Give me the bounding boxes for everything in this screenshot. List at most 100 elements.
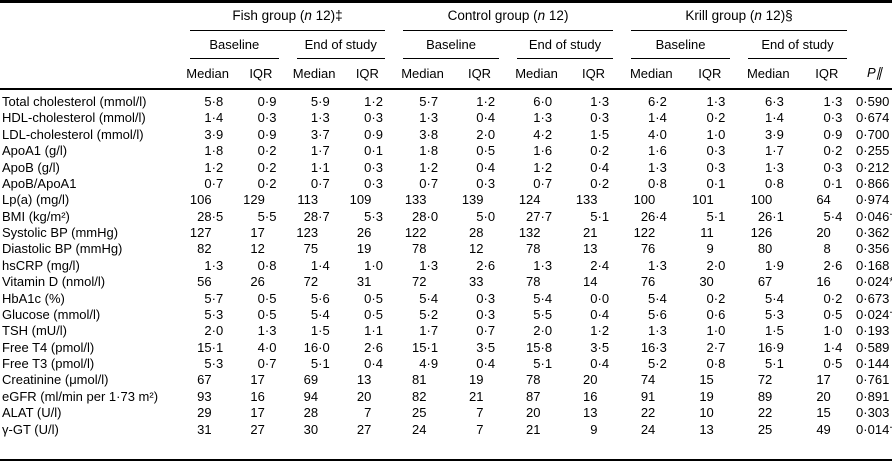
row-label: hsCRP (mg/l): [2, 257, 80, 273]
value-cell: 106: [189, 192, 212, 208]
value-cell: 1·6: [648, 143, 667, 159]
value-cell: 26·4: [640, 208, 667, 224]
value-cell: 94: [303, 388, 319, 404]
value-cell: 17: [250, 372, 265, 388]
stat-header-median: Median: [181, 59, 235, 90]
value-cell: 0·2: [590, 143, 610, 159]
value-cell: 1·5: [310, 323, 330, 339]
value-cell: 1·2: [476, 94, 496, 109]
p-value-cell: 0·144: [856, 356, 890, 371]
value-cell: 0·9: [823, 126, 843, 142]
value-cell: 1·0: [823, 323, 843, 339]
value-cell: 82: [412, 388, 427, 404]
value-cell: 74: [640, 372, 656, 388]
group-label: Control group (n 12): [403, 3, 614, 31]
value-cell: 0·4: [364, 356, 383, 371]
value-cell: 15·1: [412, 339, 439, 355]
value-cell: 76: [640, 274, 656, 290]
value-cell: 1·3: [310, 110, 330, 126]
value-cell: 129: [243, 192, 265, 208]
value-cell: 0·3: [706, 143, 726, 159]
row-label: Vitamin D (nmol/l): [2, 274, 106, 290]
value-cell: 0·4: [476, 356, 496, 371]
value-cell: 5·4: [823, 208, 843, 224]
value-cell: 1·4: [648, 110, 667, 126]
value-cell: 22: [640, 405, 656, 421]
value-cell: 2·7: [706, 339, 726, 355]
value-cell: 1·3: [533, 110, 553, 126]
p-value-cell: 0·866: [856, 175, 890, 191]
value-cell: 2·0: [706, 257, 726, 273]
p-value-cell: 0·014†: [856, 421, 892, 437]
p-value-cell: 0·589: [856, 339, 890, 355]
subgroup-label: Baseline: [403, 31, 500, 59]
value-cell: 69: [303, 372, 319, 388]
value-cell: 2·6: [476, 257, 496, 273]
p-value-cell: 0·590: [856, 94, 890, 109]
table-row: eGFR (ml/min per 1·73 m²) 93 16 94 20 82 21 87 1…: [0, 388, 892, 404]
value-cell: 72: [303, 274, 319, 290]
value-cell: 1·2: [590, 323, 610, 339]
value-cell: 15: [699, 372, 714, 388]
value-cell: 1·3: [648, 257, 667, 273]
p-value-cell: 0·673: [856, 290, 890, 306]
value-cell: 1·0: [364, 257, 383, 273]
value-cell: 0·8: [648, 175, 667, 191]
p-value-cell: 0·212: [856, 159, 890, 175]
value-cell: 78: [526, 274, 541, 290]
value-cell: 28·5: [197, 208, 224, 224]
p-value-cell: 0·303: [856, 405, 890, 421]
value-cell: 5·2: [419, 306, 439, 322]
value-cell: 0·3: [364, 110, 383, 126]
value-cell: 0·2: [706, 290, 726, 306]
value-cell: 1·6: [533, 143, 553, 159]
value-cell: 78: [526, 372, 541, 388]
value-cell: 91: [640, 388, 656, 404]
value-cell: 22: [757, 405, 773, 421]
row-label: Total cholesterol (mmol/l): [2, 94, 147, 109]
value-cell: 5·5: [257, 208, 277, 224]
value-cell: 19: [469, 372, 484, 388]
table-row: Total cholesterol (mmol/l) 5·8 0·9 5·9 1·2 5 ·…: [0, 89, 892, 110]
table-row: γ-GT (U/l) 31 27 30 27 24 7 21 9 24 13 25 49 0·014†: [0, 421, 892, 437]
value-cell: 100: [633, 192, 656, 208]
subgroup-label: End of study: [517, 31, 614, 59]
value-cell: 7: [476, 405, 484, 421]
value-cell: 5·7: [419, 94, 439, 109]
value-cell: 1·4: [823, 339, 843, 355]
stat-header-median: Median: [287, 59, 341, 90]
stat-header-median: Median: [394, 59, 452, 90]
group-header-row: Fish group (n 12)‡ Control group (n 12) …: [0, 3, 892, 31]
value-cell: 14: [583, 274, 598, 290]
value-cell: 0·3: [590, 110, 610, 126]
value-cell: 31: [356, 274, 372, 290]
value-cell: 0·5: [476, 143, 496, 159]
blank-cell: [0, 59, 181, 90]
control-end-of-study-header: End of study: [508, 31, 622, 59]
value-cell: 3·7: [310, 126, 330, 142]
value-cell: 1·8: [419, 143, 439, 159]
stat-header-median: Median: [622, 59, 681, 90]
value-cell: 124: [518, 192, 541, 208]
value-cell: 9: [590, 421, 598, 437]
value-cell: 67: [757, 274, 773, 290]
value-cell: 16·9: [757, 339, 784, 355]
group-label: Fish group (n 12)‡: [190, 3, 386, 31]
row-label: ApoB/ApoA1: [2, 175, 77, 191]
row-label: Glucose (mmol/l): [2, 306, 101, 322]
value-cell: 5·1: [590, 208, 610, 224]
value-cell: 1·3: [204, 257, 224, 273]
value-cell: 20: [583, 372, 598, 388]
group-label: Krill group (n 12)§: [631, 3, 848, 31]
value-cell: 15·8: [526, 339, 553, 355]
value-cell: 5·9: [310, 94, 330, 109]
p-value-cell: 0·046†: [856, 208, 892, 224]
table-row: ALAT (U/l) 29 17 28 7 25 7 20 13 22 10 22 15 0·303: [0, 404, 892, 420]
value-cell: 122: [404, 225, 427, 240]
value-cell: 0·1: [823, 175, 843, 191]
value-cell: 28: [303, 405, 319, 421]
value-cell: 5·3: [204, 356, 224, 371]
table-row: LDL-cholesterol (mmol/l) 3·9 0·9 3·7 0·9 3·8 2…: [0, 126, 892, 142]
value-cell: 12: [250, 241, 265, 257]
value-cell: 0·7: [310, 175, 330, 191]
